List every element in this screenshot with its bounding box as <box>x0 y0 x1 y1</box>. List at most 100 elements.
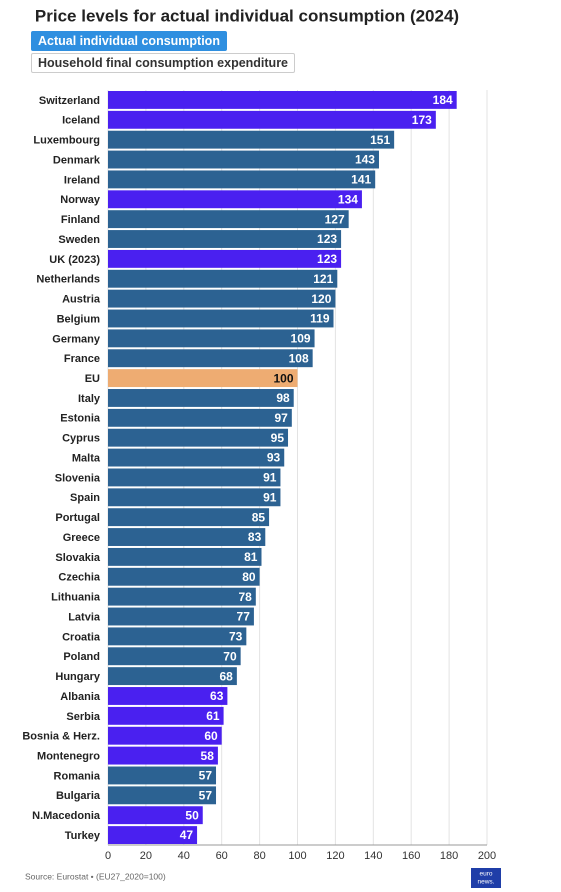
y-tick-label: Poland <box>63 651 100 663</box>
data-label: 123 <box>317 232 337 246</box>
y-tick-label: France <box>64 353 100 365</box>
bar <box>108 389 294 407</box>
y-tick-label: Italy <box>78 393 101 405</box>
bar <box>108 706 224 725</box>
bar <box>108 428 289 447</box>
bar <box>108 567 260 586</box>
data-label: 95 <box>271 431 285 445</box>
y-tick-label: Serbia <box>66 711 101 723</box>
data-label: 100 <box>273 371 293 385</box>
data-label: 57 <box>199 769 213 783</box>
bar <box>108 210 349 229</box>
bar <box>108 746 218 765</box>
y-tick-label: Sweden <box>58 234 100 246</box>
data-label: 97 <box>274 411 288 425</box>
data-label: 70 <box>223 649 237 663</box>
data-label: 98 <box>276 391 290 405</box>
y-tick-label: Cyprus <box>62 433 100 445</box>
data-label: 81 <box>244 550 258 564</box>
data-label: 60 <box>204 729 218 743</box>
y-tick-label: Albania <box>60 691 101 703</box>
y-tick-label: Iceland <box>62 115 100 127</box>
data-label: 83 <box>248 530 262 544</box>
y-tick-label: Netherlands <box>36 274 100 286</box>
data-label: 120 <box>311 292 331 306</box>
bar <box>108 369 298 388</box>
data-label: 134 <box>338 192 358 206</box>
bar <box>108 627 247 646</box>
data-label: 127 <box>325 212 345 226</box>
bar <box>108 766 217 785</box>
bar <box>108 547 262 566</box>
y-tick-label: EU <box>85 373 100 385</box>
data-label: 93 <box>267 451 281 465</box>
data-label: 184 <box>433 93 453 107</box>
y-tick-label: Croatia <box>62 631 101 643</box>
data-label: 58 <box>201 749 215 763</box>
bar <box>108 130 395 149</box>
bar <box>108 309 334 328</box>
bar <box>108 170 376 189</box>
y-tick-label: Slovakia <box>55 552 101 564</box>
bar <box>108 468 281 487</box>
data-label: 78 <box>238 590 252 604</box>
y-tick-label: Turkey <box>65 830 101 842</box>
bar <box>108 826 198 845</box>
bar <box>108 190 362 209</box>
y-tick-label: Latvia <box>68 611 101 623</box>
data-label: 109 <box>291 332 311 346</box>
data-label: 57 <box>199 789 213 803</box>
data-label: 173 <box>412 113 432 127</box>
y-tick-label: Greece <box>63 532 100 544</box>
y-tick-label: Switzerland <box>39 95 100 107</box>
toggle-button[interactable]: Household final consumption expenditure <box>31 53 296 73</box>
bar <box>108 230 342 248</box>
x-tick-label: 80 <box>253 850 265 862</box>
bar <box>108 587 256 606</box>
x-tick-label: 120 <box>326 850 344 862</box>
data-label: 91 <box>263 471 277 485</box>
bar <box>108 786 217 805</box>
toggle-button[interactable]: Actual individual consumption <box>31 31 227 51</box>
data-label: 143 <box>355 153 375 167</box>
bar <box>108 806 203 825</box>
y-tick-label: Ireland <box>64 174 100 186</box>
bar <box>108 647 241 666</box>
bar <box>108 607 254 626</box>
bar <box>108 687 228 705</box>
y-tick-label: Bosnia & Herz. <box>22 731 100 743</box>
data-label: 151 <box>370 133 390 147</box>
bar <box>108 349 313 368</box>
y-tick-label: Slovenia <box>55 472 101 484</box>
y-tick-label: Luxembourg <box>33 135 100 147</box>
bar <box>108 329 315 348</box>
bar <box>108 90 457 109</box>
y-tick-label: Estonia <box>60 413 101 425</box>
y-tick-label: Portugal <box>55 512 100 524</box>
bar <box>108 249 342 268</box>
bar <box>108 408 292 427</box>
data-label: 108 <box>289 351 309 365</box>
y-tick-label: Romania <box>54 770 101 782</box>
bar <box>108 667 237 686</box>
bar <box>108 150 379 169</box>
bar <box>108 110 436 129</box>
y-tick-label: Finland <box>61 214 100 226</box>
data-label: 63 <box>210 689 224 703</box>
x-tick-label: 180 <box>440 850 458 862</box>
logo-text: news. <box>478 879 495 886</box>
x-tick-label: 0 <box>105 850 111 862</box>
y-tick-label: Denmark <box>53 154 101 166</box>
y-tick-label: Hungary <box>55 671 101 683</box>
y-tick-label: UK (2023) <box>49 254 100 266</box>
data-label: 141 <box>351 173 371 187</box>
data-label: 85 <box>252 510 266 524</box>
data-label: 119 <box>310 312 330 326</box>
y-tick-label: Austria <box>62 294 101 306</box>
x-tick-label: 100 <box>288 850 306 862</box>
y-tick-label: Bulgaria <box>56 790 101 802</box>
y-tick-label: N.Macedonia <box>32 810 101 822</box>
